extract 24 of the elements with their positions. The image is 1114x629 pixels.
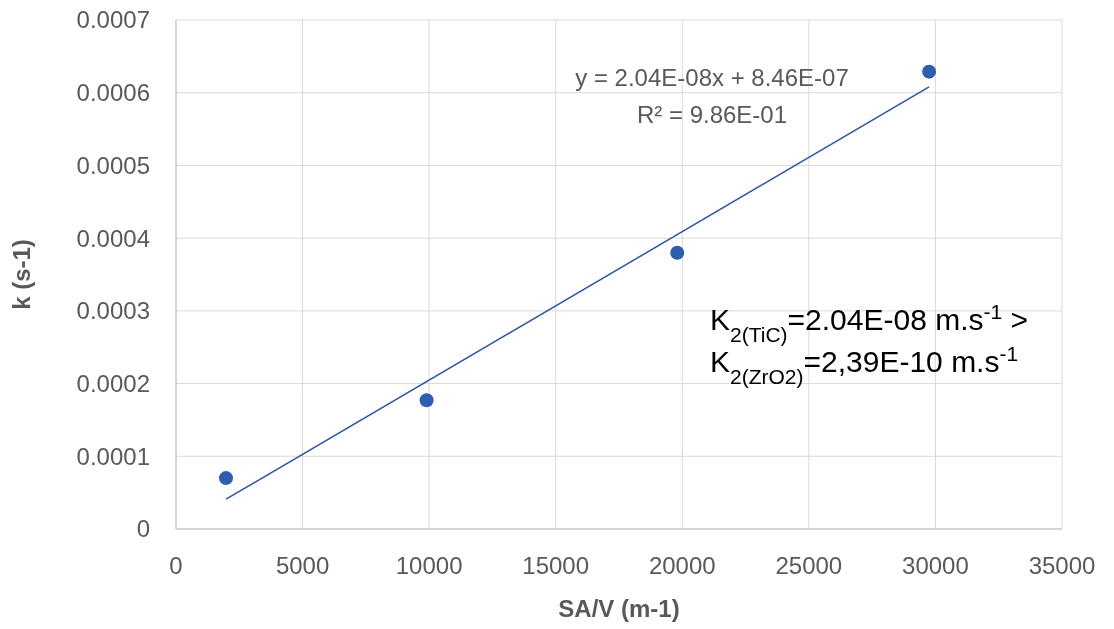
y-tick-label: 0.0003 — [76, 297, 150, 325]
annotation: R² = 9.86E-01 — [636, 101, 788, 128]
x-tick-label: 10000 — [395, 552, 463, 579]
x-tick-label: 20000 — [648, 552, 716, 579]
y-tick-label: 0 — [136, 515, 150, 543]
x-tick-label: 15000 — [522, 552, 590, 579]
point — [419, 393, 434, 408]
point — [670, 245, 685, 260]
y-tick-label: 0.0006 — [76, 79, 150, 107]
x-tick-label: 35000 — [1028, 552, 1096, 579]
y-tick-label: 0.0007 — [76, 6, 150, 34]
x-axis-title: SA/V (m-1) — [558, 595, 680, 622]
annotation: y = 2.04E-08x + 8.46E-07 — [575, 64, 849, 91]
y-tick-label: 0.0001 — [76, 442, 150, 470]
point — [219, 471, 233, 486]
x-tick-label: 0 — [169, 552, 183, 579]
point — [922, 64, 937, 79]
x-tick-label: 5000 — [275, 552, 330, 579]
y-axis-title: k (s-1) — [8, 239, 35, 310]
y-tick-label: 0.0005 — [76, 151, 150, 179]
y-tick-label: 0.0002 — [76, 369, 150, 397]
x-tick-label: 25000 — [775, 552, 843, 579]
x-tick-label: 30000 — [902, 552, 969, 579]
y-tick-label: 0.0004 — [76, 224, 150, 252]
